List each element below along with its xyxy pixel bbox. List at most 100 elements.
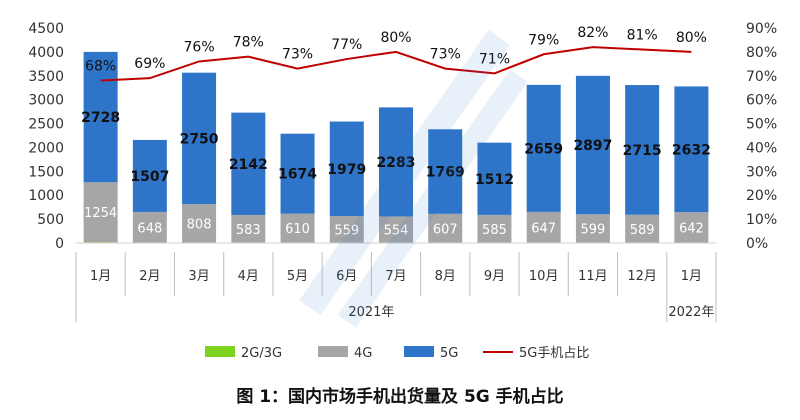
data-label-4g: 647 [531,221,556,236]
y-tick-label-left: 3000 [28,93,64,109]
x-tick-label: 12月 [627,269,657,284]
bar-4g [428,213,463,243]
data-label-5g: 2728 [81,110,120,126]
x-tick-label: 7月 [385,269,406,284]
x-tick-label: 10月 [529,269,559,284]
data-label-pct: 77% [331,37,362,53]
legend-swatch [404,346,434,357]
data-label-pct: 71% [479,51,510,67]
bar-4g [477,214,512,243]
data-label-5g: 1674 [278,167,317,183]
data-label-4g: 589 [630,223,655,238]
y-tick-label-left: 1500 [28,164,64,180]
legend-label: 4G [354,346,372,361]
data-label-4g: 585 [482,223,507,238]
legend-swatch [205,346,235,357]
data-label-pct: 82% [577,25,608,41]
y-tick-label-left: 4000 [28,45,64,61]
data-label-pct: 76% [184,39,215,55]
bar-5g [674,86,709,213]
y-tick-label-right: 10% [746,212,777,228]
bar-4g [379,216,413,243]
y-tick-label-right: 0% [746,236,768,252]
bar-4g [83,182,118,243]
bar-5g [132,139,167,212]
data-label-4g: 808 [187,217,212,232]
data-label-5g: 1769 [426,165,465,181]
data-label-pct: 73% [282,47,313,63]
y-tick-label-right: 60% [746,93,777,109]
y-tick-label-right: 40% [746,140,777,156]
bar-4g [526,211,561,243]
data-label-5g: 2142 [229,157,268,173]
chart-svg: 0 500 1000 1500 2000 2500 3000 3500 4000 4500 0% 10… [28,21,777,361]
data-label-4g: 599 [581,223,606,238]
data-label-pct: 68% [85,59,116,75]
x-tick-label: 5月 [287,269,308,284]
data-label-5g: 1512 [475,172,514,188]
x-tick-label: 3月 [188,269,209,284]
bar-5g [477,142,512,215]
data-label-4g: 648 [137,221,162,236]
data-label-4g: 1254 [84,206,117,221]
bar-5g [379,107,413,217]
bar-4g [674,212,709,243]
data-label-4g: 554 [384,224,409,239]
data-label-5g: 1507 [130,169,169,185]
year-label-2022: 2022年 [668,305,714,320]
bar-5g [280,133,315,214]
legend-label: 5G [440,346,458,361]
bar-5g [428,129,463,214]
legend-label: 2G/3G [241,346,282,361]
y-tick-label-left: 4500 [28,21,64,37]
data-label-5g: 1979 [327,162,366,178]
y-tick-label-right: 70% [746,69,777,85]
legend-swatch [318,346,348,357]
data-label-4g: 559 [334,223,359,238]
x-tick-label: 2月 [139,269,160,284]
y-tick-label-left: 500 [37,212,64,228]
data-label-5g: 2659 [524,141,563,157]
x-tick-label: 9月 [484,269,505,284]
bar-4g [575,214,610,243]
data-label-5g: 2715 [623,143,662,159]
data-label-4g: 642 [679,222,704,237]
data-label-pct: 81% [627,28,658,44]
y-tick-label-right: 30% [746,164,777,180]
bar-5g [182,72,217,205]
x-tick-label: 8月 [435,269,456,284]
bar-4g [182,204,217,243]
bar-4g [625,214,660,243]
data-label-4g: 583 [236,223,261,238]
y-tick-label-right: 90% [746,21,777,37]
bar-5g [575,75,610,215]
data-label-pct: 69% [134,56,165,72]
x-tick-label: 1月 [90,269,111,284]
year-label-2021: 2021年 [348,305,394,320]
y-tick-label-left: 0 [55,236,64,252]
data-label-pct: 80% [676,30,707,46]
data-label-5g: 2897 [573,138,612,154]
bar-4g [329,216,364,243]
x-tick-label: 6月 [336,269,357,284]
legend-label: 5G手机占比 [519,346,589,361]
bar-4g [132,211,167,243]
x-tick-label: 1月 [681,269,702,284]
y-tick-label-left: 3500 [28,69,64,85]
chart-caption: 图 1：国内市场手机出货量及 5G 手机占比 [236,387,564,407]
bar-5g [526,84,561,212]
y-tick-label-left: 2000 [28,140,64,156]
y-tick-label-left: 1000 [28,188,64,204]
bar-4g [280,213,315,243]
line-5g-share [100,46,692,82]
x-tick-label: 11月 [578,269,608,284]
data-label-4g: 607 [433,222,458,237]
data-label-pct: 79% [528,32,559,48]
data-label-4g: 610 [285,222,310,237]
x-tick-label: 4月 [238,269,259,284]
bar-4g [231,214,266,243]
bar-5g [83,51,118,183]
y-tick-label-left: 2500 [28,117,64,133]
data-label-5g: 2750 [180,131,219,147]
